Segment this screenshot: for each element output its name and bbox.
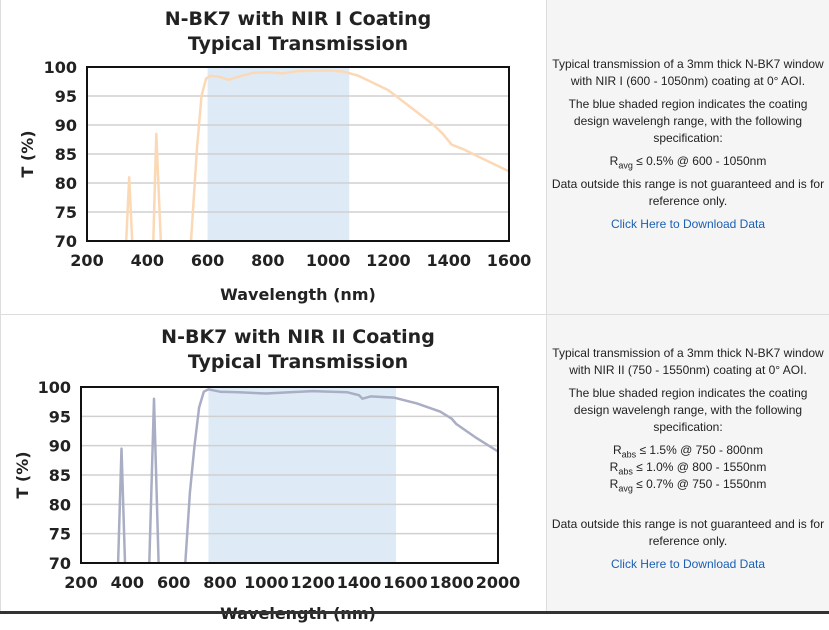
chart-subtitle: Typical Transmission <box>188 33 408 55</box>
y-tick-label: 85 <box>55 145 77 164</box>
chart-cell-nir-ii: N-BK7 with NIR II Coating Typical Transmi… <box>0 315 545 623</box>
transmission-curve <box>116 447 127 564</box>
x-tick-label: 800 <box>251 251 284 270</box>
x-tick-label: 1600 <box>487 251 532 270</box>
x-tick-label: 200 <box>70 251 103 270</box>
y-tick-label: 95 <box>49 407 71 426</box>
x-tick-label: 800 <box>203 573 236 592</box>
x-tick-label: 1800 <box>429 573 474 592</box>
x-tick-label: 1200 <box>290 573 335 592</box>
x-tick-label: 1200 <box>366 251 411 270</box>
x-tick-label: 1000 <box>306 251 351 270</box>
description-text: Typical transmission of a 3mm thick N-BK… <box>552 346 824 377</box>
y-tick-label: 90 <box>49 437 71 456</box>
description-panel-nir-ii: Typical transmission of a 3mm thick N-BK… <box>546 315 829 614</box>
x-tick-label: 400 <box>111 573 144 592</box>
y-tick-label: 75 <box>49 525 71 544</box>
x-tick-label: 400 <box>131 251 164 270</box>
chart-subtitle: Typical Transmission <box>188 351 408 373</box>
x-tick-label: 1000 <box>244 573 289 592</box>
description-panel-nir-i: Typical transmission of a 3mm thick N-BK… <box>546 0 829 314</box>
chart-nir-i: N-BK7 with NIR I Coating Typical Transmis… <box>18 8 532 304</box>
y-tick-label: 80 <box>55 174 77 193</box>
y-tick-label: 85 <box>49 466 71 485</box>
transmission-curve <box>184 388 499 564</box>
y-tick-label: 70 <box>49 554 71 573</box>
transmission-curve <box>189 69 510 242</box>
spec-list: Rabs ≤ 1.5% @ 750 - 800nm Rabs ≤ 1.0% @ … <box>547 442 829 493</box>
x-axis-label: Wavelength (nm) <box>220 285 376 304</box>
y-tick-label: 70 <box>55 232 77 251</box>
spec-line: Ravg ≤ 0.5% @ 600 - 1050nm <box>609 154 767 171</box>
chart-title: N-BK7 with NIR II Coating <box>161 326 435 348</box>
disclaimer: Data outside this range is not guarantee… <box>551 517 825 548</box>
x-tick-label: 2000 <box>476 573 521 592</box>
x-tick-label: 1400 <box>337 573 382 592</box>
plot-frame <box>80 386 499 564</box>
transmission-curve <box>124 175 134 242</box>
spec-line: Ravg ≤ 0.7% @ 750 - 1550nm <box>609 477 767 494</box>
x-tick-label: 600 <box>157 573 190 592</box>
description-text: Typical transmission of a 3mm thick N-BK… <box>552 57 824 88</box>
row-nir-ii: N-BK7 with NIR II Coating Typical Transmi… <box>0 315 829 623</box>
x-tick-label: 600 <box>191 251 224 270</box>
spec-line: Rabs ≤ 1.5% @ 750 - 800nm <box>612 443 764 460</box>
chart-nir-ii: N-BK7 with NIR II Coating Typical Transmi… <box>13 326 521 623</box>
x-tick-label: 200 <box>64 573 97 592</box>
transmission-curve <box>148 397 160 564</box>
shade-note: The blue shaded region indicates the coa… <box>568 386 808 434</box>
y-tick-label: 100 <box>38 378 71 397</box>
x-tick-label: 1400 <box>426 251 471 270</box>
y-tick-label: 75 <box>55 203 77 222</box>
download-data-link[interactable]: Click Here to Download Data <box>610 217 766 231</box>
y-axis-label: T (%) <box>18 130 37 177</box>
shade-note: The blue shaded region indicates the coa… <box>568 97 808 145</box>
plot-frame <box>86 66 510 242</box>
y-tick-label: 95 <box>55 87 77 106</box>
row-nir-i: N-BK7 with NIR I Coating Typical Transmis… <box>0 0 829 315</box>
spec-line: Rabs ≤ 1.0% @ 800 - 1550nm <box>609 460 767 477</box>
y-tick-label: 100 <box>44 58 77 77</box>
y-tick-label: 80 <box>49 495 71 514</box>
y-tick-label: 90 <box>55 116 77 135</box>
y-axis-label: T (%) <box>13 451 32 498</box>
chart-cell-nir-i: N-BK7 with NIR I Coating Typical Transmis… <box>0 0 545 314</box>
chart-title: N-BK7 with NIR I Coating <box>165 8 432 30</box>
bottom-border <box>0 611 829 614</box>
x-tick-label: 1600 <box>383 573 428 592</box>
spec-list: Ravg ≤ 0.5% @ 600 - 1050nm <box>547 153 829 170</box>
transmission-curve <box>152 132 163 242</box>
disclaimer: Data outside this range is not guarantee… <box>551 177 825 208</box>
download-data-link[interactable]: Click Here to Download Data <box>610 557 766 571</box>
